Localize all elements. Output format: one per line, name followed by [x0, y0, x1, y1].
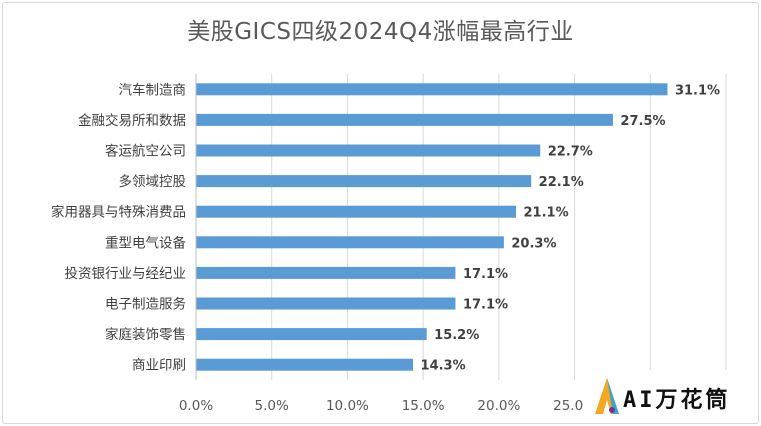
bar — [196, 205, 517, 218]
x-tick-label: 15.0% — [402, 398, 445, 414]
bar — [196, 113, 613, 126]
x-tick-label: 20.0% — [477, 398, 520, 414]
category-label: 客运航空公司 — [105, 143, 186, 160]
value-label: 15.2% — [434, 328, 479, 343]
x-tick-label: 5.0% — [255, 398, 289, 414]
value-label: 20.3% — [511, 236, 556, 251]
bar — [196, 297, 456, 310]
bar — [196, 144, 541, 157]
value-label: 22.7% — [548, 145, 593, 160]
bar — [196, 236, 504, 249]
category-label: 电子制造服务 — [105, 297, 186, 313]
bar — [196, 266, 456, 279]
category-label: 多领域控股 — [119, 173, 187, 190]
watermark-text: AI万花筒 — [623, 388, 731, 413]
value-label: 31.1% — [675, 83, 720, 98]
x-tick-label: 0.0% — [179, 398, 213, 414]
bar — [196, 175, 532, 188]
category-label: 金融交易所和数据 — [78, 112, 186, 129]
value-label: 17.1% — [463, 267, 508, 282]
watermark: AI万花筒 — [583, 370, 757, 420]
category-label: 投资银行业与经纪业 — [65, 266, 187, 282]
value-label: 14.3% — [421, 359, 466, 374]
bar — [196, 328, 427, 341]
category-label: 商业印刷 — [132, 358, 186, 374]
category-label: 家用器具与特殊消费品 — [51, 204, 186, 221]
value-label: 22.1% — [539, 175, 584, 190]
category-label: 汽车制造商 — [119, 81, 187, 98]
x-tick-label: 10.0% — [326, 398, 369, 414]
category-label: 家庭装饰零售 — [105, 326, 186, 343]
category-label: 重型电气设备 — [105, 234, 186, 251]
value-label: 27.5% — [620, 114, 665, 129]
value-label: 17.1% — [463, 298, 508, 313]
chart-title: 美股GICS四级2024Q4涨幅最高行业 — [187, 19, 574, 45]
bar — [196, 358, 414, 371]
brand-logo-icon — [595, 378, 619, 414]
value-label: 21.1% — [524, 206, 569, 221]
bar — [196, 83, 668, 96]
